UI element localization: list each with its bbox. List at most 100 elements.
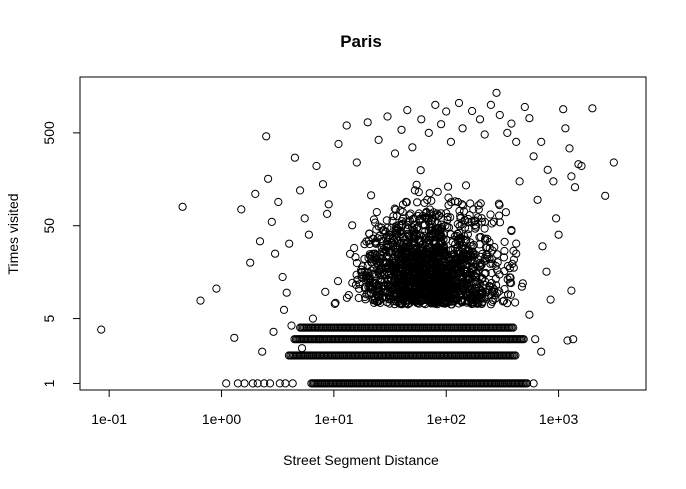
data-point bbox=[463, 284, 472, 293]
data-point bbox=[495, 270, 504, 279]
data-point bbox=[255, 237, 265, 246]
data-point bbox=[453, 242, 462, 252]
data-point bbox=[495, 218, 505, 227]
data-point bbox=[523, 379, 532, 388]
data-point bbox=[461, 216, 470, 225]
data-point bbox=[529, 152, 538, 161]
data-point bbox=[401, 197, 411, 206]
data-point bbox=[97, 325, 106, 334]
data-point bbox=[421, 256, 430, 265]
data-point bbox=[494, 199, 503, 208]
data-point bbox=[486, 100, 495, 110]
data-point bbox=[196, 296, 205, 305]
data-point bbox=[520, 102, 529, 112]
y-axis-label: Times visited bbox=[5, 193, 21, 274]
data-point bbox=[394, 232, 403, 242]
data-point bbox=[413, 198, 422, 207]
data-point bbox=[476, 252, 485, 261]
data-point bbox=[487, 278, 496, 288]
data-point bbox=[443, 212, 452, 222]
data-point bbox=[411, 296, 420, 305]
data-point bbox=[278, 272, 287, 282]
data-point bbox=[357, 272, 366, 281]
data-point bbox=[384, 254, 393, 263]
data-point bbox=[461, 181, 471, 190]
data-point bbox=[258, 347, 267, 356]
data-point bbox=[444, 201, 453, 210]
data-point bbox=[563, 336, 572, 345]
data-point bbox=[246, 258, 255, 267]
data-point bbox=[331, 298, 340, 307]
data-point bbox=[417, 115, 426, 124]
data-point bbox=[453, 219, 462, 229]
data-point bbox=[491, 274, 500, 283]
x-axis: 1e-01 1e+00 1e+01 1e+02 1e+03 bbox=[91, 389, 578, 427]
data-point bbox=[517, 282, 527, 291]
data-point bbox=[546, 295, 555, 304]
x-tick-label: 1e+00 bbox=[202, 411, 242, 427]
data-point bbox=[348, 221, 357, 230]
data-point bbox=[392, 257, 401, 266]
data-point bbox=[488, 246, 497, 255]
data-point bbox=[487, 219, 496, 228]
data-point bbox=[253, 379, 262, 388]
data-point bbox=[559, 105, 568, 114]
data-point bbox=[451, 197, 460, 206]
data-point bbox=[308, 314, 317, 323]
data-point bbox=[529, 379, 538, 388]
data-point bbox=[475, 115, 485, 124]
data-point bbox=[375, 265, 384, 274]
data-point bbox=[480, 130, 489, 139]
data-point bbox=[422, 213, 431, 222]
data-point bbox=[444, 286, 453, 295]
data-point bbox=[383, 223, 392, 232]
data-point bbox=[381, 227, 390, 236]
data-point bbox=[492, 88, 501, 97]
data-point bbox=[415, 246, 424, 255]
x-tick-label: 1e-01 bbox=[91, 411, 127, 427]
data-point bbox=[457, 256, 466, 265]
data-point bbox=[398, 207, 407, 217]
data-point bbox=[499, 253, 509, 262]
y-axis: 1 5 50 500 bbox=[41, 121, 81, 387]
data-point bbox=[433, 187, 442, 196]
data-point bbox=[508, 259, 517, 268]
data-point bbox=[438, 289, 447, 298]
data-point bbox=[537, 137, 546, 146]
data-point bbox=[503, 128, 512, 137]
data-point bbox=[440, 247, 449, 256]
data-point bbox=[449, 252, 459, 261]
data-point bbox=[372, 258, 381, 267]
data-point bbox=[507, 119, 516, 128]
data-point bbox=[399, 292, 408, 301]
y-tick-label: 50 bbox=[41, 218, 57, 234]
data-point bbox=[367, 266, 376, 275]
data-point bbox=[478, 289, 487, 298]
data-point bbox=[372, 225, 381, 234]
data-point bbox=[455, 274, 465, 283]
data-point bbox=[429, 258, 438, 267]
data-point bbox=[446, 137, 455, 146]
data-point bbox=[378, 254, 387, 263]
data-point bbox=[552, 214, 561, 223]
data-point bbox=[495, 211, 504, 220]
data-point bbox=[444, 182, 453, 191]
data-point bbox=[476, 262, 485, 271]
data-point bbox=[405, 258, 414, 267]
data-point bbox=[511, 351, 520, 360]
data-point bbox=[287, 321, 296, 330]
data-point bbox=[453, 229, 462, 239]
data-point bbox=[498, 297, 507, 306]
data-point bbox=[543, 165, 552, 174]
data-point bbox=[469, 205, 478, 214]
data-point bbox=[431, 273, 440, 282]
data-point bbox=[485, 254, 494, 263]
data-point bbox=[504, 290, 513, 299]
data-point bbox=[271, 249, 280, 258]
data-point bbox=[367, 191, 376, 200]
data-point bbox=[416, 282, 426, 291]
data-point bbox=[323, 209, 332, 218]
data-point bbox=[352, 158, 361, 167]
data-point bbox=[342, 121, 351, 130]
data-point bbox=[453, 197, 463, 207]
